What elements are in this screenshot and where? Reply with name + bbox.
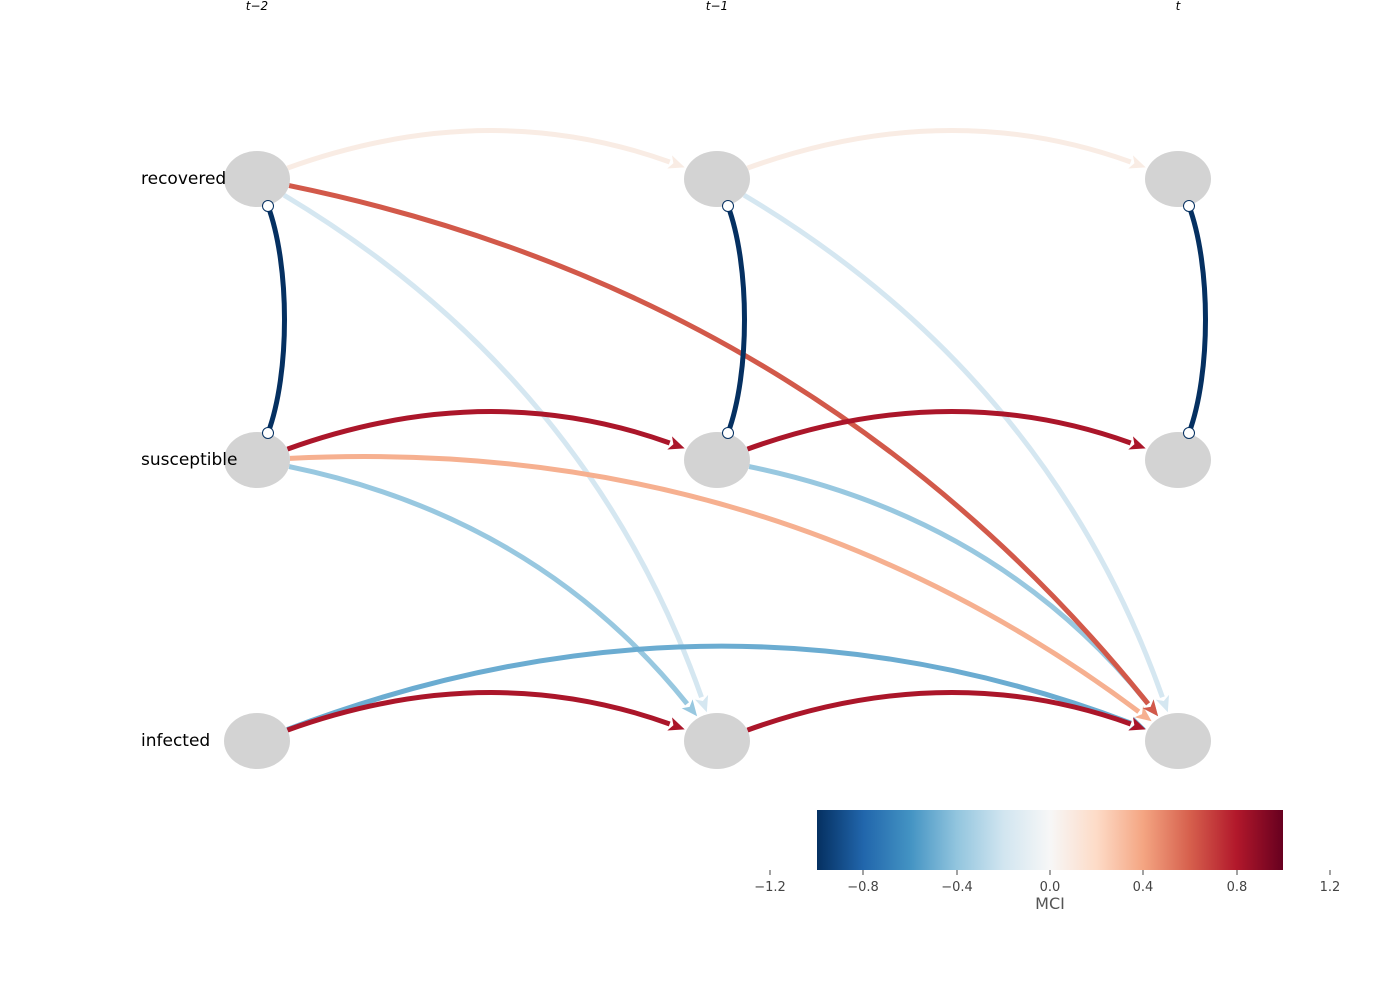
colorbar-tick-label: −1.2 [754,880,786,895]
colorbar: −1.2 −0.8 −0.4 0.0 0.4 0.8 1.2 MCI [754,810,1340,913]
colorbar-ticks: −1.2 −0.8 −0.4 0.0 0.4 0.8 1.2 [754,870,1340,895]
node-susceptible-lag0 [1145,432,1211,488]
contemporaneous-link-marker [722,427,734,439]
link-recovered-lag1-to-infected-lag0-head [1155,694,1169,713]
contemporaneous-link-recovered-susceptible-lag0 [1186,205,1208,434]
link-infected-lag2-to-infected-lag0 [286,643,1132,732]
node-recovered-lag2 [224,151,290,207]
node-infected-lag0 [1145,713,1211,769]
link-recovered-lag2-to-recovered-lag1 [286,128,671,171]
node-infected-lag1 [684,713,750,769]
link-susceptible-lag2-to-infected-lag0 [289,454,1141,714]
time-label-t: t [1176,0,1182,13]
variable-label-susceptible: susceptible [141,450,237,470]
contemporaneous-link-marker [1183,200,1195,212]
contemporaneous-link-marker [262,200,274,212]
edges-layer [265,128,1208,733]
labels-layer: t−2 t−1 t recovered susceptible infected [141,0,1182,751]
time-label-t-1: t−1 [706,0,728,13]
colorbar-tick-label: 0.8 [1227,880,1248,895]
link-susceptible-lag2-to-infected-lag0-head [1134,706,1152,722]
time-label-t-2: t−2 [246,0,268,13]
link-susceptible-lag2-to-infected-lag1 [288,464,690,706]
link-recovered-lag2-to-infected-lag1 [282,192,704,699]
node-susceptible-lag1 [684,432,750,488]
contemporaneous-link-recovered-susceptible-lag2 [265,205,287,434]
contemporaneous-link-recovered-susceptible-lag1 [725,205,747,434]
link-recovered-lag2-to-infected-lag1-head [694,694,709,713]
nodes-layer [224,151,1211,769]
link-infected-lag2-to-infected-lag1 [286,690,671,733]
link-infected-lag1-to-infected-lag0 [746,690,1132,733]
link-recovered-lag1-to-recovered-lag0 [746,128,1132,171]
node-recovered-lag0 [1145,151,1211,207]
link-recovered-lag2-to-recovered-lag1-head [667,155,685,169]
link-recovered-lag2-to-infected-lag0-head [1142,699,1159,717]
colorbar-label: MCI [1035,894,1065,913]
colorbar-tick-label: −0.8 [847,880,879,895]
link-infected-lag1-to-infected-lag0-head [1128,717,1146,731]
link-recovered-lag1-to-infected-lag0 [742,192,1165,699]
colorbar-tick-label: 0.4 [1133,880,1154,895]
node-recovered-lag1 [684,151,750,207]
link-susceptible-lag2-to-susceptible-lag1-head [667,436,685,450]
contemporaneous-link-marker [1183,427,1195,439]
link-infected-lag2-to-infected-lag1-head [667,717,685,731]
variable-label-recovered: recovered [141,169,226,189]
contemporaneous-link-marker [262,427,274,439]
colorbar-tick-label: 1.2 [1320,880,1341,895]
colorbar-tick-label: 0.0 [1040,880,1061,895]
contemporaneous-link-marker [722,200,734,212]
link-recovered-lag1-to-recovered-lag0-head [1128,155,1146,169]
link-susceptible-lag2-to-susceptible-lag1 [286,409,671,452]
node-susceptible-lag2 [224,432,290,488]
variable-label-infected: infected [141,731,210,751]
link-susceptible-lag2-to-infected-lag1-head [681,699,698,717]
colorbar-gradient [817,810,1283,870]
link-recovered-lag2-to-infected-lag0 [288,183,1151,706]
link-susceptible-lag1-to-susceptible-lag0 [746,409,1132,452]
link-susceptible-lag1-to-susceptible-lag0-head [1128,436,1146,450]
node-infected-lag2 [224,713,290,769]
colorbar-tick-label: −0.4 [941,880,973,895]
